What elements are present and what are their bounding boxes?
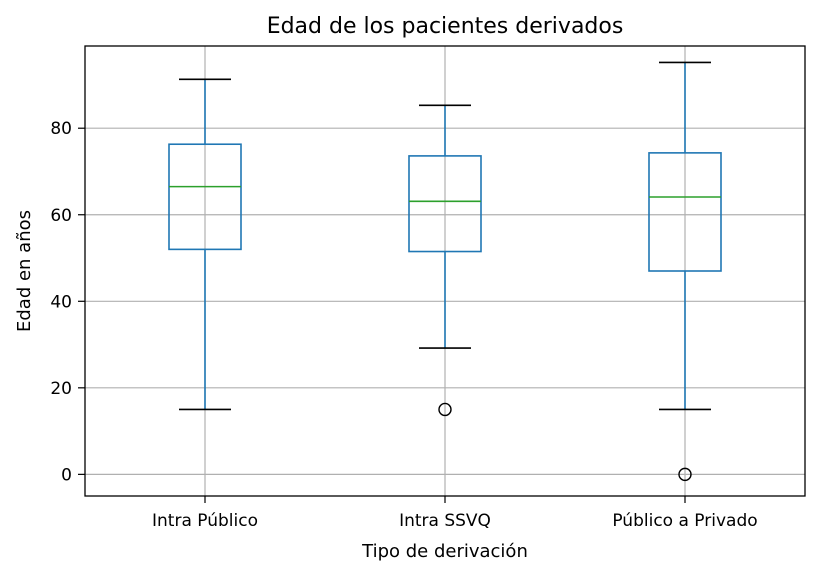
y-tick-label: 0 [61, 465, 72, 485]
x-tick-label: Intra SSVQ [399, 511, 491, 531]
x-tick-label: Público a Privado [612, 511, 757, 531]
y-tick-label: 40 [50, 292, 72, 312]
outlier-point [438, 402, 452, 417]
iqr-box [168, 143, 242, 251]
x-tick-label: Intra Público [152, 511, 258, 531]
outlier-point [678, 467, 692, 482]
y-tick-label: 60 [50, 206, 72, 226]
x-axis-label: Tipo de derivación [361, 541, 528, 562]
box-group [168, 78, 242, 411]
y-tick-label: 20 [50, 379, 72, 399]
box-group [408, 104, 482, 417]
y-tick-label: 80 [50, 119, 72, 139]
y-axis-label: Edad en años [14, 210, 35, 332]
box-group [648, 61, 722, 482]
axis-layer: 0 20 40 60 80 Intra Público Intra SSVQ Público … [50, 119, 757, 531]
chart-title: Edad de los pacientes derivados [267, 14, 624, 39]
iqr-box [408, 155, 482, 253]
iqr-box [648, 152, 722, 272]
box-layer [168, 61, 722, 482]
